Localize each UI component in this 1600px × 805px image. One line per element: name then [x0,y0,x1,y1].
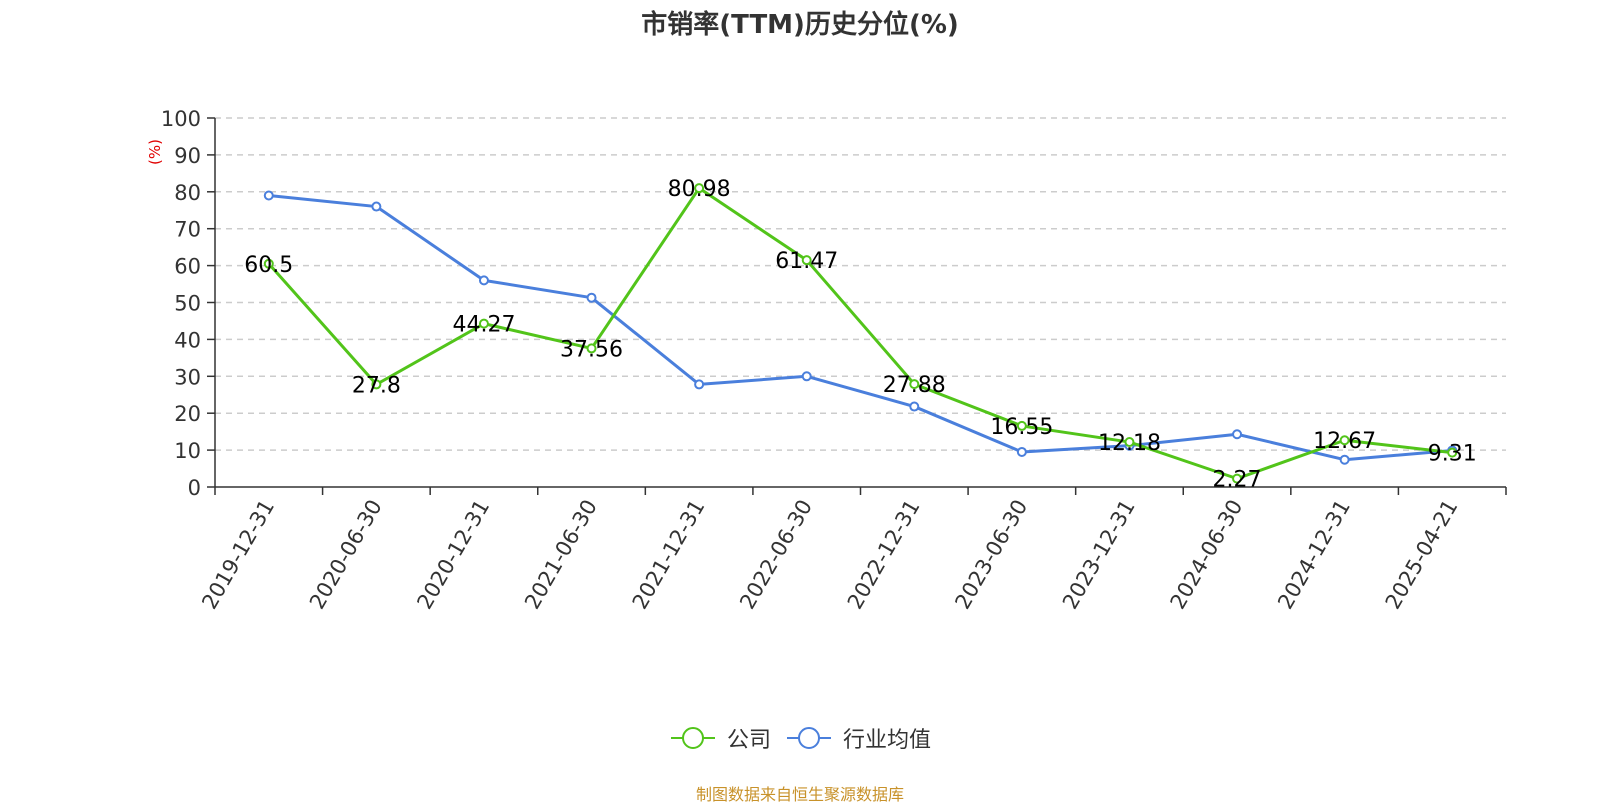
data-point-industry-average [371,201,382,212]
data-point-industry-average [478,275,489,286]
data-point-company [371,379,382,390]
x-tick-label: 2023-06-30 [950,496,1032,614]
source-note: 制图数据来自恒生聚源数据库 [695,785,904,804]
data-point-industry-average [909,401,920,412]
data-label-company: 27.88 [883,373,946,398]
x-tick-label: 2024-06-30 [1166,496,1248,614]
data-point-company [1124,437,1135,448]
data-point-company [263,258,274,269]
data-point-company [1339,435,1350,446]
x-tick-label: 2024-12-31 [1273,496,1355,614]
legend: 公司 行业均值 [0,722,1600,754]
data-point-industry-average [1232,429,1243,440]
y-tick-label: 0 [188,476,201,500]
data-label-company: 16.55 [990,415,1053,440]
data-point-company [694,183,705,194]
x-tick-label: 2023-12-31 [1058,496,1140,614]
data-point-industry-average [1339,454,1350,465]
y-tick-label: 30 [174,365,201,389]
x-tick-label: 2022-06-30 [735,496,817,614]
y-tick-label: 100 [161,107,201,131]
legend-marker-company [670,727,715,749]
data-label-company: 80.98 [668,177,731,202]
series-line-industry-average [268,193,1453,462]
data-label-company: 27.8 [352,373,401,398]
data-label-company: 37.56 [560,337,623,362]
data-point-company [1447,447,1458,458]
x-tick-label: 2019-12-31 [197,496,279,614]
legend-label-company: 公司 [726,728,771,753]
data-point-company [586,343,597,354]
data-point-company [1232,473,1243,484]
data-label-company: 12.18 [1098,431,1161,456]
data-label-company: 2.27 [1213,468,1262,493]
chart-title: 市销率(TTM)历史分位(%) [641,10,959,40]
x-tick-label: 2022-12-31 [843,496,925,614]
data-point-industry-average [694,379,705,390]
y-tick-label: 40 [174,328,201,352]
data-point-company [909,379,920,390]
data-label-company: 9.31 [1428,442,1477,467]
x-tick-label: 2021-06-30 [520,496,602,614]
y-tick-label: 90 [174,144,201,168]
x-tick-label: 2020-12-31 [412,496,494,614]
y-tick-label: 50 [174,292,201,316]
y-tick-label: 70 [174,218,201,242]
x-tick-label: 2025-04-21 [1381,496,1463,614]
data-point-industry-average [263,190,274,201]
x-tick-label: 2020-06-30 [305,496,387,614]
data-point-industry-average [1016,446,1027,457]
data-label-company: 60.5 [244,253,293,278]
legend-marker-industry-average [787,727,831,749]
y-axis-label: (%) [146,139,164,165]
data-label-company: 12.67 [1313,429,1376,454]
data-point-industry-average [801,371,812,382]
data-label-company: 44.27 [452,313,515,338]
series-line-company [267,186,1453,481]
legend-item-company[interactable]: 公司 [669,722,771,754]
y-tick-label: 10 [174,439,201,463]
data-point-industry-average [586,292,597,303]
y-tick-label: 60 [174,255,201,279]
data-point-company [801,255,812,266]
x-tick-label: 2021-12-31 [628,496,710,614]
y-tick-label: 80 [174,181,201,205]
legend-label-industry-average: 行业均值 [843,728,932,753]
y-tick-label: 20 [174,402,201,426]
legend-item-industry-average[interactable]: 行业均值 [785,722,931,754]
data-point-company [1016,420,1027,431]
data-point-company [478,318,489,329]
data-label-company: 61.47 [775,249,838,274]
